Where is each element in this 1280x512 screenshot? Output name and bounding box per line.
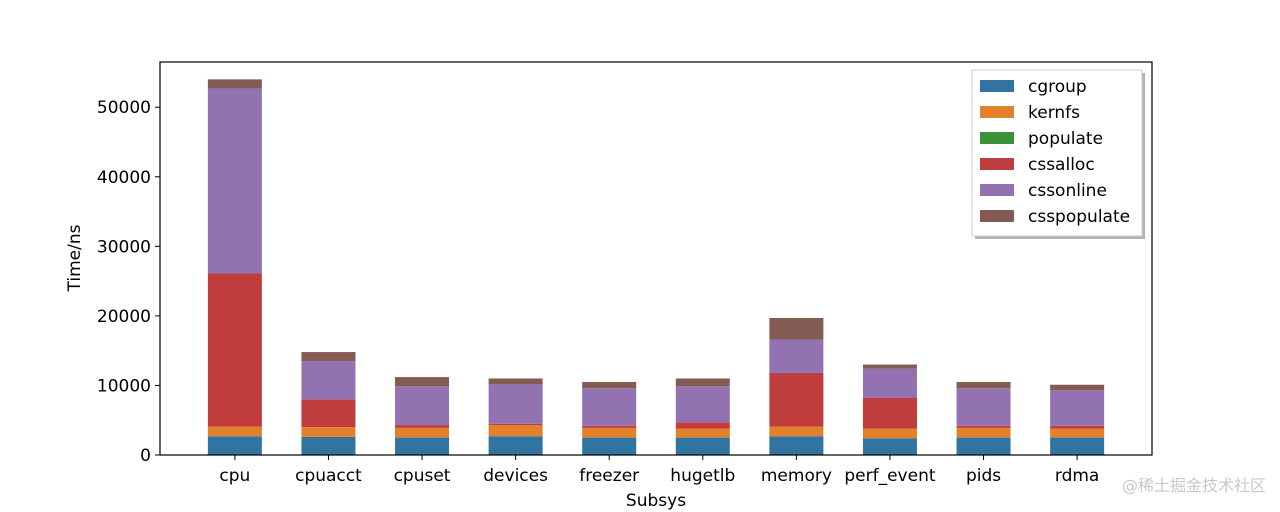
x-tick-label-pids: pids — [966, 466, 1001, 486]
bar-kernfs-cpuset — [395, 427, 450, 438]
legend: cgroup kernfs populate cssalloc cssonline css… — [971, 69, 1145, 239]
x-axis-label: Subsys — [626, 491, 686, 511]
bar-cssonline-devices — [488, 384, 543, 424]
bar-kernfs-cpu — [207, 426, 262, 437]
bar-cssonline-hugetlb — [675, 386, 730, 423]
bar-kernfs-hugetlb — [675, 428, 730, 438]
bar-csspopulate-memory — [769, 317, 824, 340]
y-tick-label: 30000 — [97, 237, 151, 257]
bar-cssonline-cpuacct — [301, 361, 356, 400]
bar-cssalloc-perf_event — [862, 397, 917, 429]
bar-cssalloc-hugetlb — [675, 422, 730, 429]
bar-cssalloc-pids — [956, 425, 1011, 428]
bar-csspopulate-rdma — [1050, 384, 1105, 391]
bar-kernfs-rdma — [1050, 428, 1105, 438]
bar-cgroup-cpuset — [395, 437, 450, 455]
bar-kernfs-devices — [488, 425, 543, 437]
y-tick-label: 20000 — [97, 307, 151, 327]
bars-layer — [207, 79, 1105, 455]
bar-cssonline-rdma — [1050, 390, 1105, 426]
bar-cssalloc-cpuset — [395, 425, 450, 428]
plot-frame — [159, 61, 1153, 456]
y-tick-label: 40000 — [97, 168, 151, 188]
bar-cgroup-pids — [956, 437, 1011, 455]
bar-cssonline-memory — [769, 339, 824, 373]
legend-label-populate: populate — [1028, 129, 1103, 149]
y-tick-label: 0 — [140, 446, 151, 466]
bar-csspopulate-cpuset — [395, 377, 450, 387]
bar-cssalloc-rdma — [1050, 425, 1105, 429]
bar-cssalloc-cpuacct — [301, 399, 356, 428]
x-tick-label-hugetlb: hugetlb — [670, 466, 735, 486]
bar-kernfs-memory — [769, 426, 824, 437]
legend-swatch-cssalloc — [980, 158, 1014, 170]
x-axis-ticks: cpu cpuacct cpuset devices freezer hugetlb mem… — [219, 455, 1099, 486]
x-tick-label-perf_event: perf_event — [844, 466, 935, 486]
bar-cgroup-memory — [769, 436, 824, 455]
bar-csspopulate-perf_event — [862, 364, 917, 369]
bar-cgroup-freezer — [582, 437, 637, 455]
bar-cssonline-pids — [956, 388, 1011, 426]
bar-csspopulate-cpu — [207, 79, 262, 89]
x-tick-label-memory: memory — [761, 466, 832, 486]
legend-swatch-csspopulate — [980, 210, 1014, 222]
legend-swatch-populate — [980, 132, 1014, 144]
y-tick-label: 50000 — [97, 98, 151, 118]
x-tick-label-cpuset: cpuset — [394, 466, 451, 486]
legend-label-kernfs: kernfs — [1028, 103, 1080, 123]
x-tick-label-devices: devices — [483, 466, 548, 486]
legend-box — [971, 69, 1143, 237]
bar-cgroup-perf_event — [862, 438, 917, 455]
y-tick-label: 10000 — [97, 376, 151, 396]
bar-kernfs-freezer — [582, 427, 637, 438]
bar-cssonline-cpu — [207, 88, 262, 274]
bar-cgroup-rdma — [1050, 437, 1105, 455]
legend-swatch-cssonline — [980, 184, 1014, 196]
bar-cssalloc-memory — [769, 372, 824, 427]
x-tick-label-freezer: freezer — [579, 466, 639, 486]
watermark: @稀土掘金技术社区 — [1121, 476, 1266, 495]
x-tick-label-rdma: rdma — [1055, 466, 1099, 486]
bar-cssonline-freezer — [582, 388, 637, 426]
legend-label-csspopulate: csspopulate — [1028, 207, 1130, 227]
bar-cssalloc-devices — [488, 423, 543, 426]
bar-cssonline-cpuset — [395, 386, 450, 426]
bar-cssalloc-cpu — [207, 273, 262, 427]
bar-cgroup-cpuacct — [301, 436, 356, 455]
legend-label-cssalloc: cssalloc — [1028, 155, 1095, 175]
bar-csspopulate-hugetlb — [675, 378, 730, 387]
bar-cssonline-perf_event — [862, 368, 917, 398]
y-axis-ticks: 0 10000 20000 30000 40000 50000 — [97, 98, 160, 466]
bar-kernfs-pids — [956, 427, 1011, 438]
x-tick-label-cpu: cpu — [219, 466, 250, 486]
bar-cgroup-devices — [488, 436, 543, 455]
legend-label-cssonline: cssonline — [1028, 181, 1107, 201]
legend-label-cgroup: cgroup — [1028, 77, 1087, 97]
bar-csspopulate-cpuacct — [301, 352, 356, 362]
bar-csspopulate-pids — [956, 381, 1011, 389]
legend-swatch-cgroup — [980, 80, 1014, 92]
legend-swatch-kernfs — [980, 106, 1014, 118]
bar-cgroup-cpu — [207, 436, 262, 455]
bar-cssalloc-freezer — [582, 425, 637, 428]
bar-csspopulate-devices — [488, 378, 543, 385]
x-tick-label-cpuacct: cpuacct — [295, 466, 362, 486]
y-axis-label: Time/ns — [65, 224, 85, 292]
bar-cgroup-hugetlb — [675, 437, 730, 455]
bar-csspopulate-freezer — [582, 381, 637, 389]
bar-kernfs-cpuacct — [301, 427, 356, 437]
bar-kernfs-perf_event — [862, 428, 917, 439]
